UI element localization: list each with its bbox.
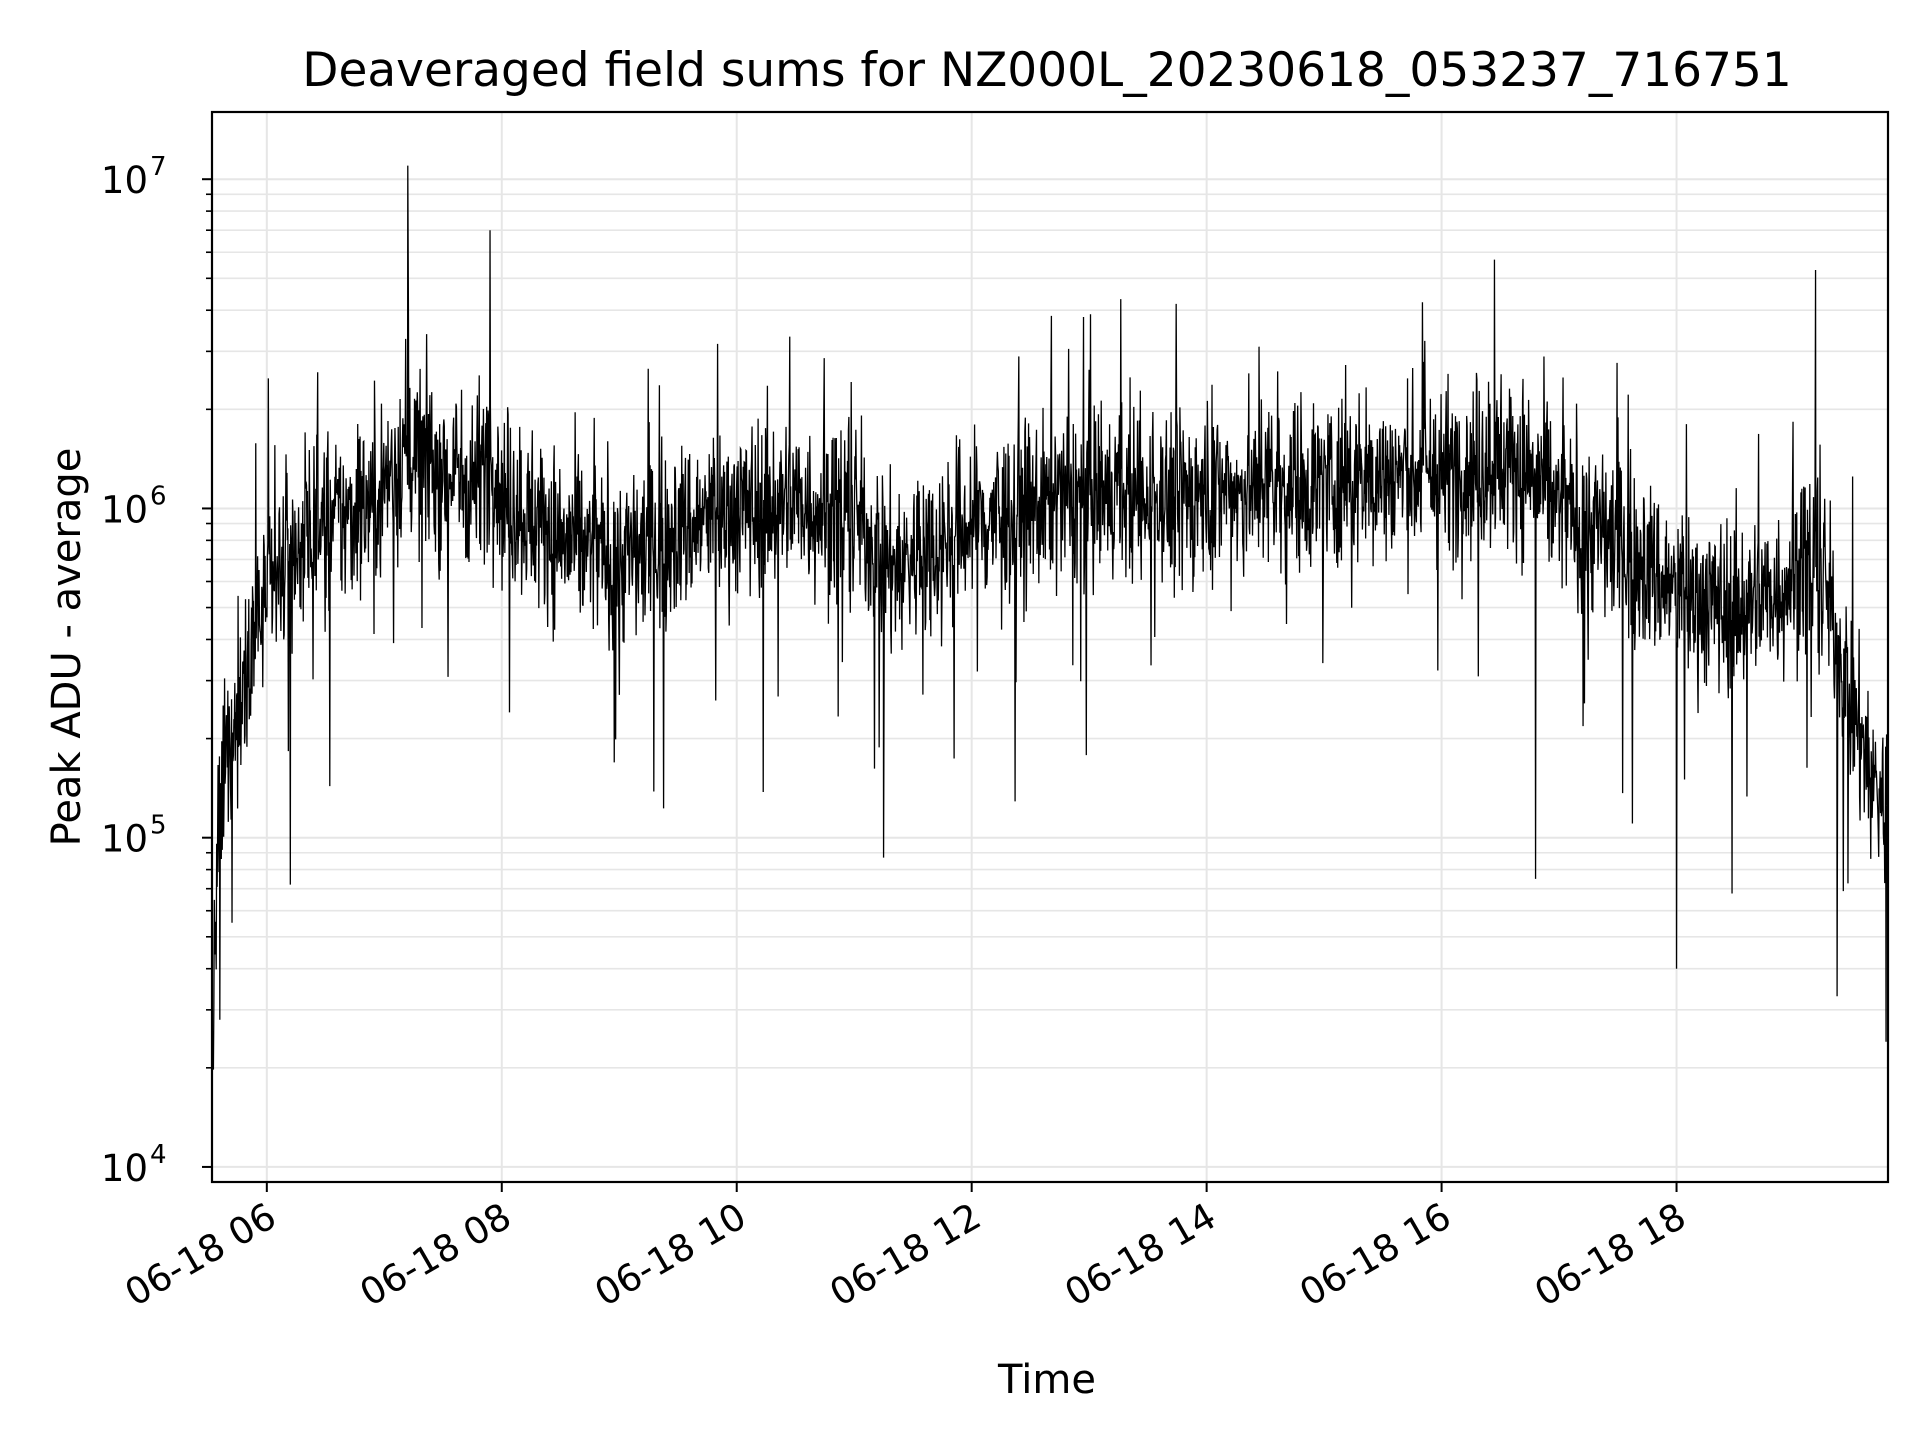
x-axis-label: Time — [997, 1357, 1096, 1403]
y-tick-exponent: 6 — [150, 481, 167, 511]
grid — [212, 112, 1888, 1182]
y-tick-label: 10 — [101, 1147, 148, 1190]
plot-frame — [210, 110, 1890, 1184]
y-tick-exponent: 4 — [150, 1140, 167, 1170]
y-tick-exponent: 5 — [150, 811, 167, 841]
y-axis-label: Peak ADU - average — [44, 448, 90, 847]
series-line — [211, 165, 1889, 1070]
chart-title: Deaveraged field sums for NZ000L_2023061… — [302, 43, 1792, 98]
y-tick-label: 10 — [101, 818, 148, 861]
y-tick-label: 10 — [101, 159, 148, 202]
y-tick-exponent: 7 — [150, 152, 167, 182]
series-layer — [211, 165, 1889, 1070]
y-tick-label: 10 — [101, 488, 148, 531]
